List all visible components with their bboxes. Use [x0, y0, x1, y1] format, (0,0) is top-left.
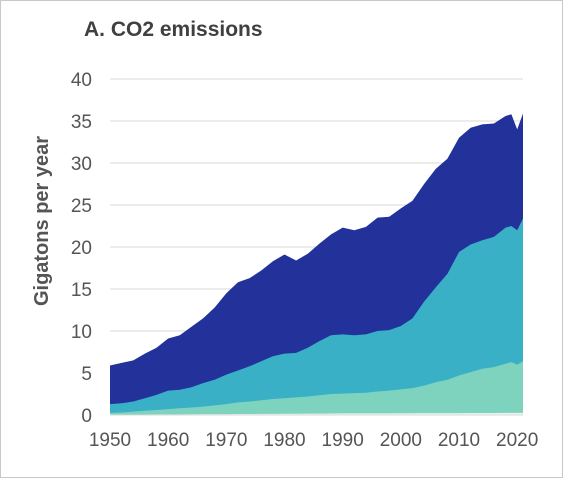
x-tick-label: 2010 [438, 430, 480, 451]
y-tick-label: 25 [71, 196, 92, 217]
plot-area [110, 113, 523, 416]
x-tick-label: 2020 [496, 430, 538, 451]
y-tick-label: 35 [71, 112, 92, 133]
x-tick-label: 1980 [263, 430, 305, 451]
x-tick-label: 1950 [89, 430, 131, 451]
area-series-3 [110, 361, 523, 415]
y-axis-label: Gigatons per year [31, 136, 53, 306]
area-series-2 [110, 218, 523, 415]
y-axis-ticks: 0 5 10 15 20 25 30 35 40 [71, 70, 92, 427]
area-series-4 [110, 412, 523, 415]
y-tick-label: 30 [71, 154, 92, 175]
y-tick-label: 0 [81, 406, 92, 427]
x-tick-label: 2000 [380, 430, 422, 451]
x-tick-label: 1970 [205, 430, 247, 451]
x-tick-label: 1990 [322, 430, 364, 451]
y-tick-label: 40 [71, 70, 92, 91]
y-tick-label: 5 [81, 364, 92, 385]
chart-title: A. CO2 emissions [84, 18, 263, 41]
y-tick-label: 15 [71, 280, 92, 301]
x-tick-label: 1960 [147, 430, 189, 451]
x-axis-ticks: 1950 1960 1970 1980 1990 2000 2010 2020 [89, 430, 538, 451]
y-tick-label: 20 [71, 238, 92, 259]
y-tick-label: 10 [71, 322, 92, 343]
